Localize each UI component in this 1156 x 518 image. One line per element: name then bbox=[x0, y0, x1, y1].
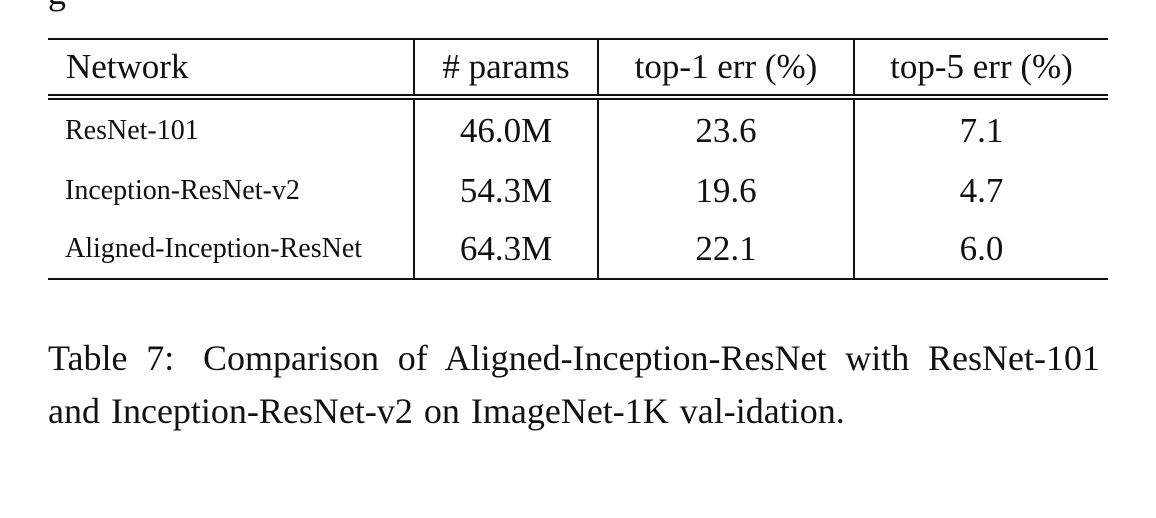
column-header-top1-error: top-1 err (%) bbox=[598, 38, 855, 100]
network-name-cell: ResNet-101 bbox=[48, 97, 415, 161]
network-name-cell: Inception-ResNet-v2 bbox=[48, 161, 415, 220]
table-row: Inception-ResNet-v2 54.3M 19.6 4.7 bbox=[48, 161, 1108, 220]
params-cell: 54.3M bbox=[414, 161, 599, 220]
top1-error-cell: 23.6 bbox=[598, 97, 855, 161]
top5-error-cell: 6.0 bbox=[854, 220, 1108, 280]
results-table-container: Network # params top-1 err (%) top-5 err… bbox=[48, 38, 1108, 280]
params-cell: 46.0M bbox=[414, 97, 599, 161]
caption-label: Table 7: bbox=[48, 338, 175, 378]
column-header-params: # params bbox=[414, 38, 599, 100]
column-header-top5-error: top-5 err (%) bbox=[854, 38, 1108, 100]
header-row: Network # params top-1 err (%) top-5 err… bbox=[48, 38, 1108, 100]
top5-error-cell: 7.1 bbox=[959, 110, 1004, 150]
caption-text: Comparison of Aligned-Inception-ResNet w… bbox=[48, 338, 1101, 431]
table-header: Network # params top-1 err (%) top-5 err… bbox=[48, 38, 1108, 100]
cutoff-text-fragment: g bbox=[48, 0, 66, 10]
params-cell: 64.3M bbox=[414, 220, 599, 280]
top1-error-cell: 19.6 bbox=[598, 161, 855, 220]
table-row: Aligned-Inception-ResNet 64.3M 22.1 6.0 bbox=[48, 220, 1108, 280]
network-name-cell: Aligned-Inception-ResNet bbox=[48, 220, 415, 280]
column-header-network: Network bbox=[48, 38, 415, 100]
table-caption: Table 7: Comparison of Aligned-Inception… bbox=[48, 332, 1100, 438]
results-table: Network # params top-1 err (%) top-5 err… bbox=[48, 38, 1108, 280]
top1-error-cell: 22.1 bbox=[598, 220, 855, 280]
table-row: ResNet-101 46.0M 23.6 7.1 bbox=[48, 97, 1108, 161]
table-body: ResNet-101 46.0M 23.6 7.1 Inception-ResN… bbox=[48, 97, 1108, 280]
top5-error-cell: 4.7 bbox=[959, 170, 1004, 210]
